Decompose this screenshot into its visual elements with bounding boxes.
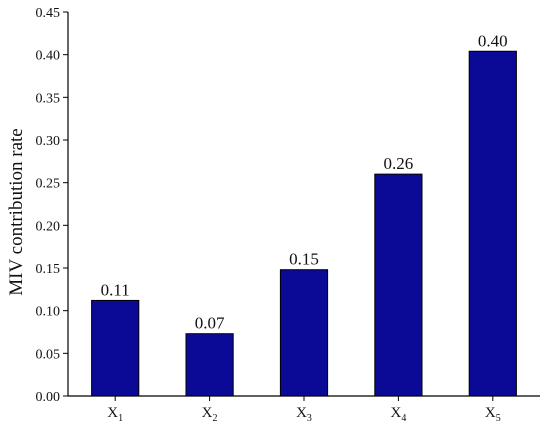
bar (91, 299, 140, 397)
x-tick-label-subscript: 3 (307, 413, 312, 424)
x-tick-label: X1 (107, 405, 123, 424)
bar (279, 269, 329, 397)
y-tick-label: 0.25 (36, 177, 61, 192)
x-tick-label-base: X (202, 405, 213, 421)
x-tick-label-base: X (296, 405, 307, 421)
bars (91, 50, 517, 397)
y-tick-label: 0.00 (36, 390, 61, 405)
data-labels: 0.11 0.07 0.15 0.26 0.40 (101, 31, 508, 332)
x-tick-label-base: X (107, 405, 118, 421)
data-label: 0.11 (101, 280, 130, 299)
x-tick-label-subscript: 1 (118, 413, 123, 424)
y-tick-label: 0.10 (36, 305, 61, 320)
y-tick-label: 0.20 (36, 219, 61, 234)
data-label: 0.26 (384, 154, 414, 173)
y-tick-label: 0.15 (36, 262, 61, 277)
bar (468, 50, 517, 397)
x-tick-label-base: X (390, 405, 401, 421)
x-tick-label-base: X (485, 405, 496, 421)
data-label: 0.07 (195, 314, 225, 333)
x-tick-label-subscript: 5 (496, 413, 501, 424)
x-tick-label-subscript: 2 (213, 413, 218, 424)
y-tick-label: 0.05 (36, 347, 61, 362)
y-axis-title: MIV contribution rate (6, 128, 27, 295)
bar (374, 173, 423, 397)
data-label: 0.15 (289, 250, 319, 269)
x-tick-label: X3 (296, 405, 312, 424)
axes: 0.00 0.05 0.10 0.15 0.20 0.25 0.30 0.35 0.40 0.45… (36, 6, 540, 424)
y-tick-label: 0.35 (36, 91, 61, 106)
data-label: 0.40 (478, 31, 508, 50)
x-tick-label: X4 (390, 405, 406, 424)
y-tick-label: 0.30 (36, 134, 61, 149)
y-tick-label: 0.40 (36, 49, 61, 64)
y-tick-label: 0.45 (36, 6, 61, 21)
x-tick-label: X2 (202, 405, 218, 424)
x-tick-label-subscript: 4 (401, 413, 406, 424)
x-tick-label: X5 (485, 405, 501, 424)
bar (185, 333, 234, 397)
